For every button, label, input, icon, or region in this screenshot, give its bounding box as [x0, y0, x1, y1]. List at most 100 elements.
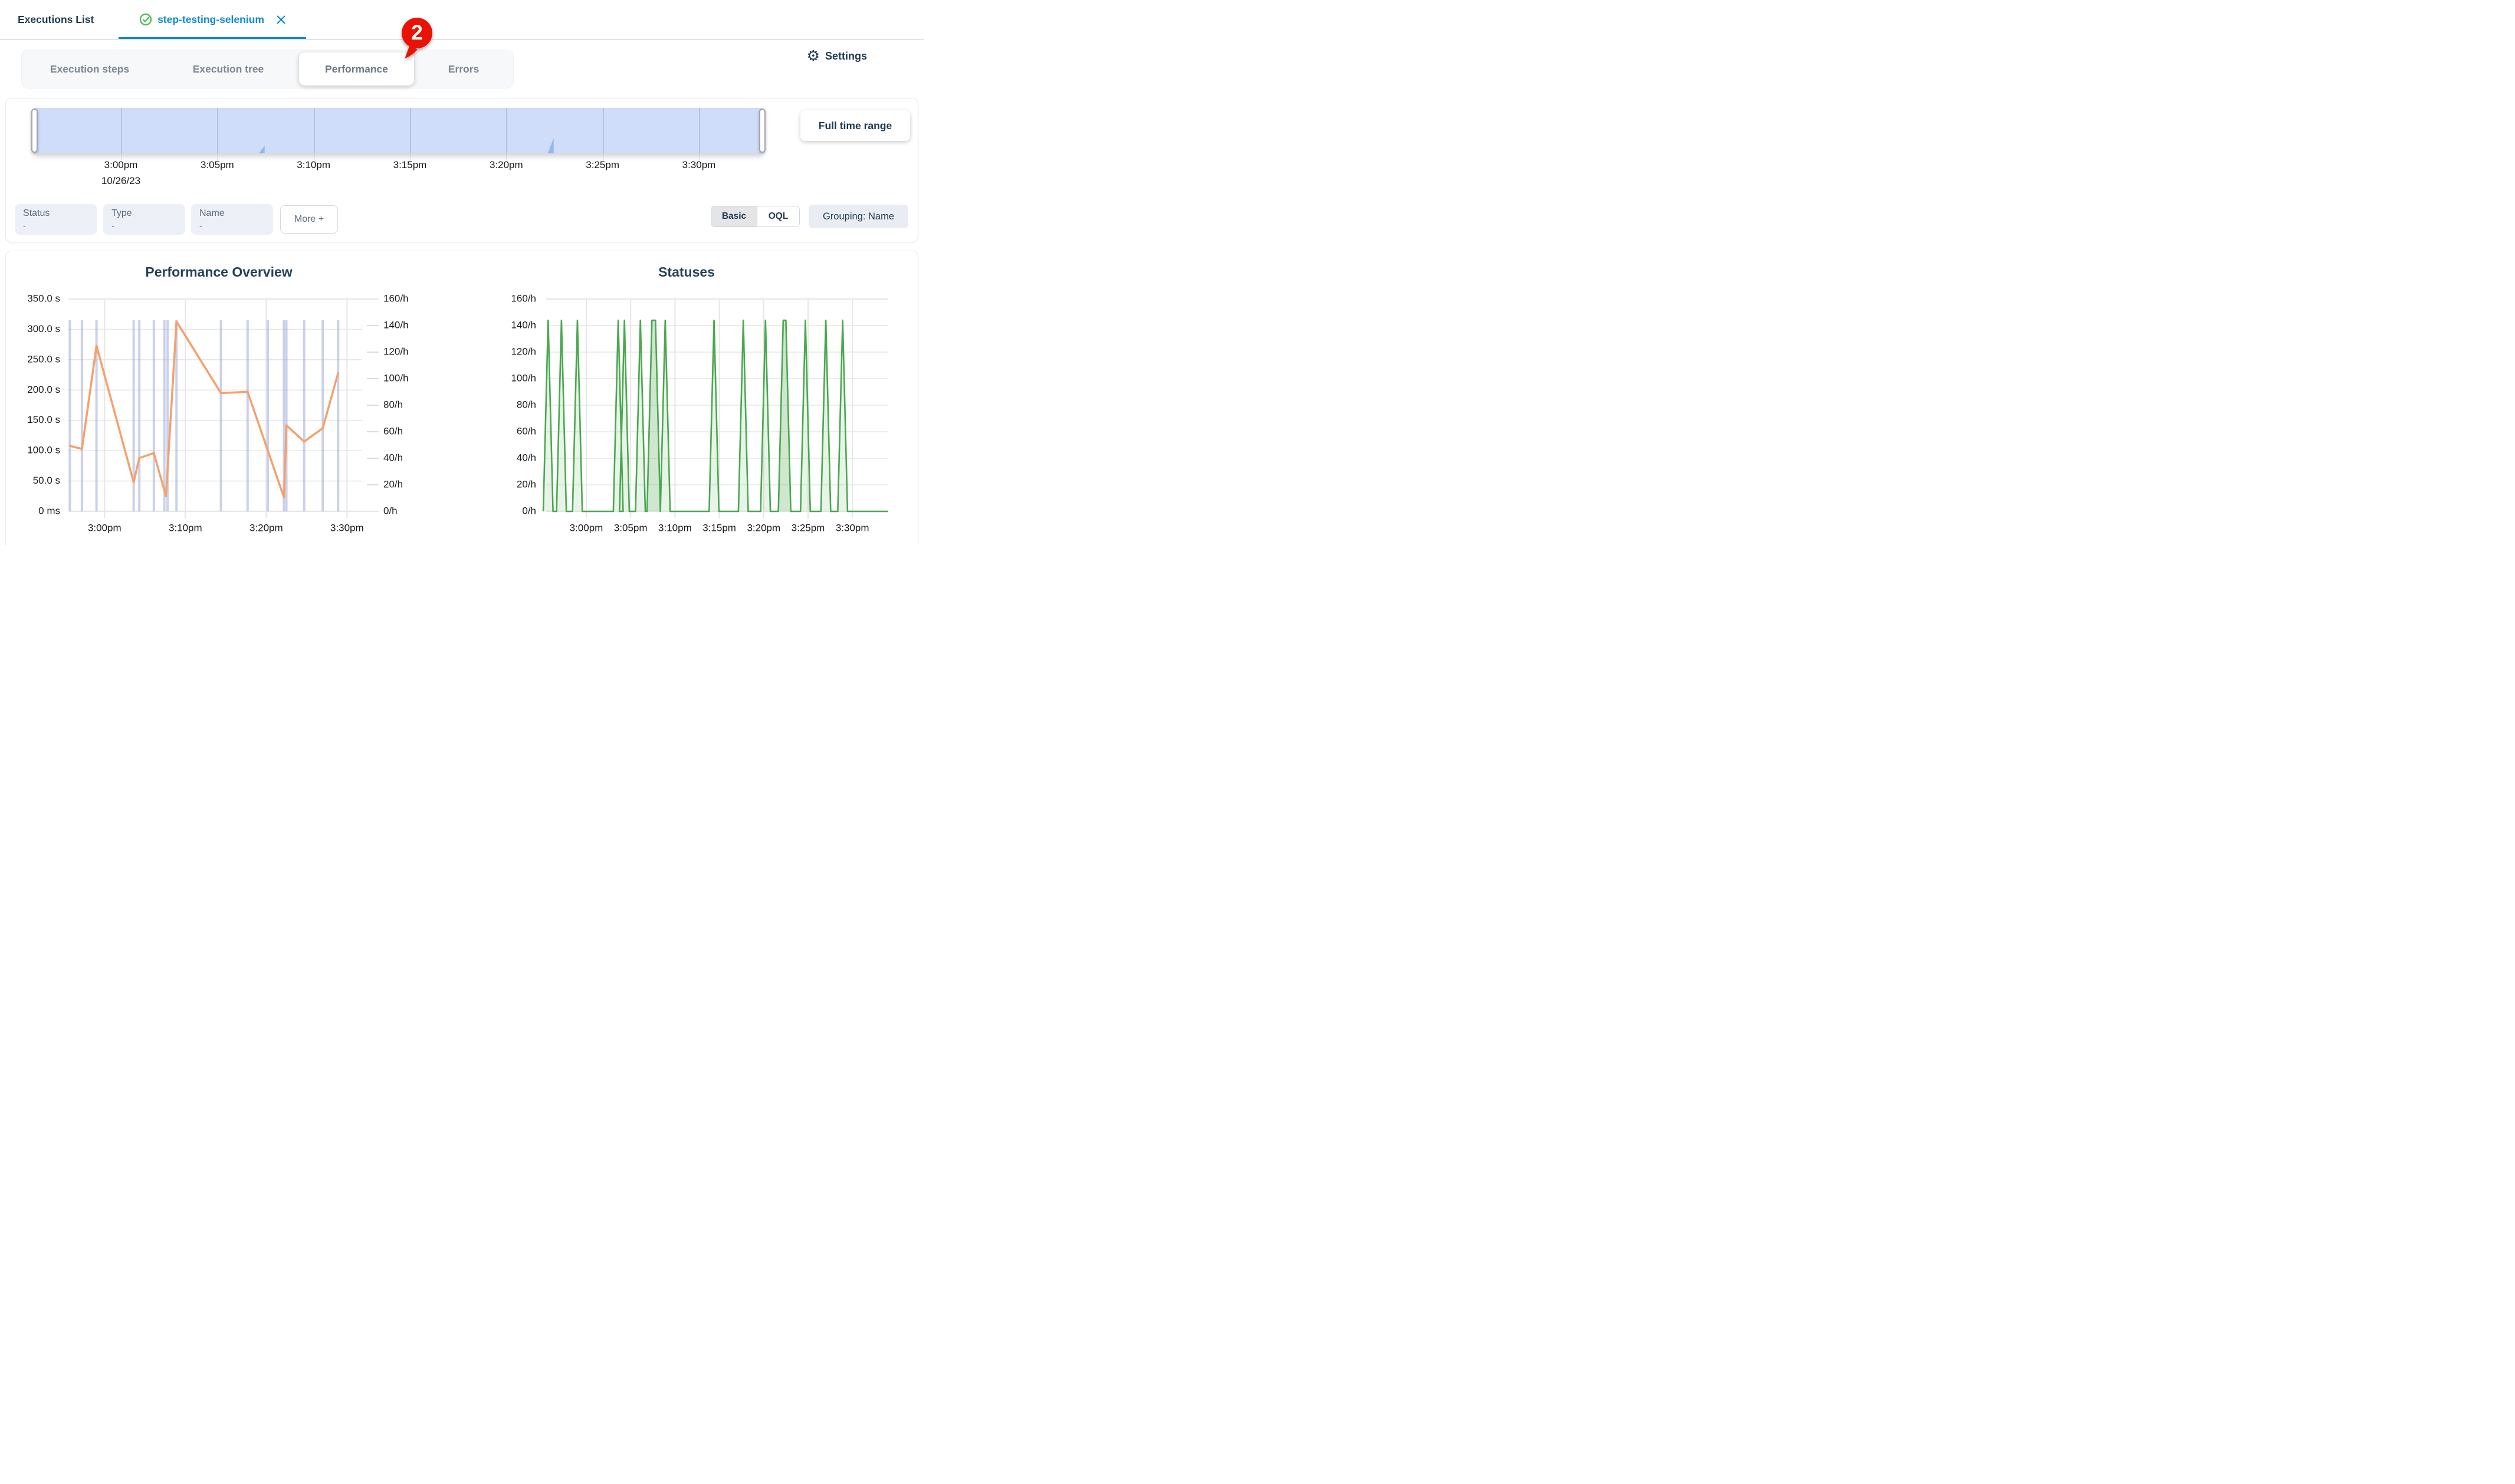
axis-tick-label: 160/h — [383, 293, 409, 304]
query-mode-oql-label: OQL — [768, 211, 789, 221]
subtab-execution-steps[interactable]: Execution steps — [22, 50, 157, 88]
axis-tick-label: 3:20pm — [747, 522, 780, 533]
executions-bar — [68, 320, 71, 511]
timeline-gridline — [506, 108, 508, 153]
status-spike-fill — [778, 320, 791, 511]
axis-tick-label: 40/h — [517, 452, 536, 463]
timeline-tick-label: 3:05pm — [200, 159, 234, 170]
executions-bar — [267, 320, 270, 511]
axis-tick-label: 300.0 s — [27, 323, 60, 334]
timeline-tick-label: 3:10pm — [297, 159, 331, 170]
axis-tick-label: 3:00pm — [570, 522, 603, 533]
filter-name[interactable]: Name - — [191, 204, 273, 235]
filter-status[interactable]: Status - — [15, 204, 97, 235]
topbar-divider — [0, 39, 924, 40]
timeline-gridline — [409, 108, 411, 153]
axis-tick-label: 0/h — [383, 505, 398, 516]
filter-type-value: - — [111, 221, 114, 231]
axis-tick-label: 250.0 s — [27, 353, 60, 365]
executions-bar — [246, 320, 249, 511]
query-mode-basic-label: Basic — [721, 211, 747, 221]
timeline-tick-label: 3:20pm — [489, 159, 523, 170]
timeline-gridline — [217, 108, 219, 153]
timeline-gridline-ext — [602, 153, 604, 162]
axis-tick-label: 80/h — [383, 399, 403, 410]
charts-canvas: 350.0 s 300.0 s 250.0 s 200.0 s 150.0 s 100.0… — [27, 293, 888, 533]
axis-tick-label: 3:10pm — [658, 522, 692, 533]
timeline-tick-label: 3:30pm — [682, 159, 716, 170]
axis-tick-label: 150.0 s — [27, 414, 60, 425]
axis-tick-label: 3:30pm — [330, 522, 364, 533]
timeline-gridline — [313, 108, 315, 153]
executions-bar — [166, 320, 169, 511]
timeline-gridline-ext — [698, 153, 700, 162]
subtab-execution-tree[interactable]: Execution tree — [157, 50, 299, 88]
tab-active-execution[interactable]: step-testing-selenium — [119, 0, 306, 39]
timeline-minimap — [258, 138, 554, 153]
filter-status-value: - — [23, 221, 26, 231]
query-mode-basic[interactable]: Basic — [711, 206, 757, 226]
timeline-gridline — [121, 108, 122, 153]
subtab-label: Execution steps — [50, 63, 130, 75]
filter-status-label: Status — [23, 208, 50, 218]
grouping-label: Grouping: Name — [822, 211, 895, 222]
minimap-spike — [547, 138, 554, 153]
filter-name-label: Name — [199, 208, 225, 218]
close-tab-icon[interactable] — [277, 15, 285, 24]
axis-tick-label: 50.0 s — [33, 475, 60, 486]
more-filters-button[interactable]: More + — [280, 205, 338, 234]
subtab-performance[interactable]: Performance — [299, 52, 414, 86]
executions-bar — [337, 320, 340, 511]
timeline-tick-label: 3:15pm — [393, 159, 427, 170]
minimap-spike — [258, 146, 265, 153]
executions-bar — [163, 320, 166, 511]
axis-tick-label: 0 ms — [38, 505, 60, 516]
statuses-line — [542, 319, 888, 513]
query-mode-toggle: Basic OQL — [711, 206, 800, 227]
executions-bar — [321, 320, 324, 511]
active-tab-underline — [119, 37, 306, 40]
axis-tick-label: 20/h — [517, 478, 536, 490]
executions-bar — [285, 320, 288, 511]
settings-button[interactable]: ⚙ Settings — [807, 47, 867, 65]
axis-tick-label: 3:05pm — [614, 522, 648, 533]
time-range-selector[interactable] — [34, 108, 762, 153]
executions-bar — [152, 320, 155, 511]
axis-tick-label: 140/h — [383, 319, 409, 330]
tab-executions-list[interactable]: Executions List — [18, 0, 94, 39]
timeline-gridline — [698, 108, 700, 153]
axis-tick-label: 100.0 s — [27, 445, 60, 456]
timeline-gridline-ext — [506, 153, 508, 162]
subtab-label: Performance — [325, 63, 388, 75]
filter-type-label: Type — [111, 208, 132, 218]
timeline-gridline-ext — [217, 153, 219, 162]
axis-tick-label: 100/h — [383, 372, 409, 383]
tab-active-execution-label: step-testing-selenium — [157, 13, 264, 25]
timeline-tick-label: 3:25pm — [586, 159, 619, 170]
range-handle-left[interactable] — [31, 109, 38, 153]
more-filters-label: More + — [294, 214, 324, 224]
axis-tick-label: 3:10pm — [169, 522, 202, 533]
axis-tick-label: 60/h — [517, 425, 536, 436]
axis-tick-label: 3:20pm — [249, 522, 283, 533]
axis-tick-label: 160/h — [511, 293, 536, 304]
subtab-errors[interactable]: Errors — [414, 50, 513, 88]
axis-tick-label: 60/h — [383, 425, 403, 436]
gear-icon: ⚙ — [806, 47, 820, 64]
axis-tick-label: 3:25pm — [792, 522, 825, 533]
filter-type[interactable]: Type - — [103, 204, 185, 235]
axis-tick-label: 120/h — [383, 346, 409, 357]
view-subtabs: Execution steps Execution tree Performan… — [21, 50, 514, 88]
axis-tick-label: 100/h — [511, 372, 536, 383]
range-handle-right[interactable] — [759, 109, 766, 153]
full-time-range-label: Full time range — [818, 119, 892, 132]
query-mode-oql[interactable]: OQL — [757, 206, 799, 226]
full-time-range-button[interactable]: Full time range — [800, 110, 910, 141]
executions-bar — [283, 320, 285, 511]
performance-overview-title: Performance Overview — [145, 264, 293, 280]
axis-tick-label: 120/h — [511, 346, 536, 357]
executions-bar — [175, 320, 178, 511]
timeline-gridline-ext — [313, 153, 315, 162]
axis-tick-label: 350.0 s — [27, 293, 60, 304]
grouping-selector[interactable]: Grouping: Name — [809, 205, 908, 228]
